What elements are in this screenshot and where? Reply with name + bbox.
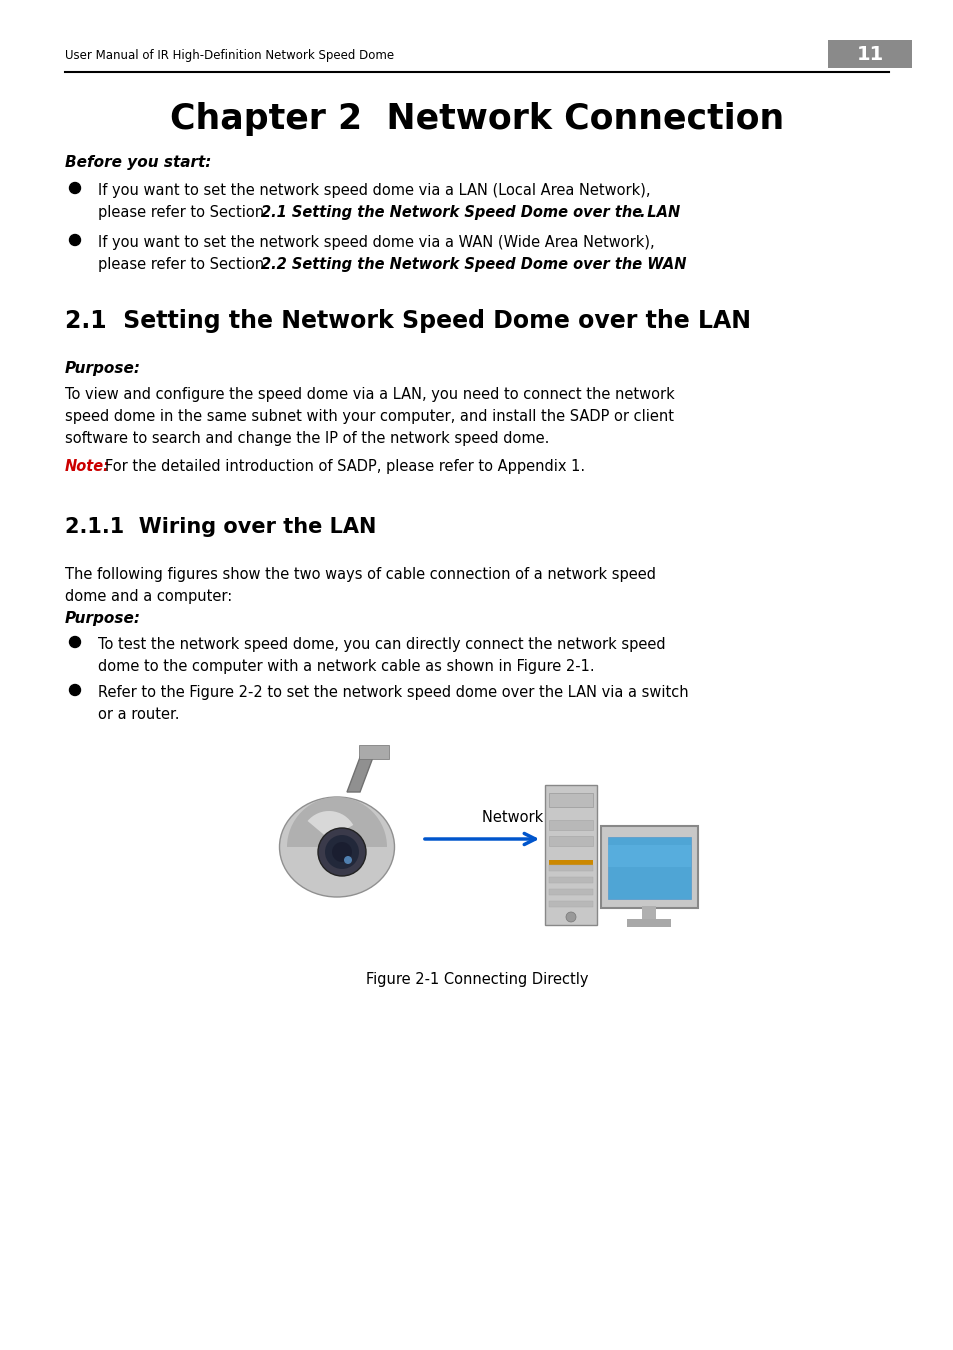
Text: .: . xyxy=(630,256,636,271)
FancyBboxPatch shape xyxy=(548,865,593,871)
FancyBboxPatch shape xyxy=(827,40,911,68)
FancyBboxPatch shape xyxy=(548,819,593,830)
FancyBboxPatch shape xyxy=(548,878,593,883)
Circle shape xyxy=(317,828,366,876)
Text: User Manual of IR High-Definition Network Speed Dome: User Manual of IR High-Definition Networ… xyxy=(65,49,394,62)
Circle shape xyxy=(344,856,352,864)
Text: .: . xyxy=(639,205,644,220)
Text: dome and a computer:: dome and a computer: xyxy=(65,589,232,603)
Text: Refer to the Figure 2-2 to set the network speed dome over the LAN via a switch: Refer to the Figure 2-2 to set the netwo… xyxy=(98,684,688,701)
FancyBboxPatch shape xyxy=(641,906,656,921)
Text: To view and configure the speed dome via a LAN, you need to connect the network: To view and configure the speed dome via… xyxy=(65,387,674,402)
Circle shape xyxy=(565,913,576,922)
Text: speed dome in the same subnet with your computer, and install the SADP or client: speed dome in the same subnet with your … xyxy=(65,409,673,424)
Text: 11: 11 xyxy=(856,45,882,63)
FancyBboxPatch shape xyxy=(358,745,389,759)
Circle shape xyxy=(325,836,358,869)
Wedge shape xyxy=(287,796,387,846)
Text: If you want to set the network speed dome via a LAN (Local Area Network),: If you want to set the network speed dom… xyxy=(98,184,650,198)
FancyBboxPatch shape xyxy=(548,890,593,895)
Text: Purpose:: Purpose: xyxy=(65,612,141,626)
Text: or a router.: or a router. xyxy=(98,707,179,722)
Text: Before you start:: Before you start: xyxy=(65,155,212,170)
Text: 2.2 Setting the Network Speed Dome over the WAN: 2.2 Setting the Network Speed Dome over … xyxy=(261,256,686,271)
FancyBboxPatch shape xyxy=(607,837,690,899)
Circle shape xyxy=(70,182,80,193)
Polygon shape xyxy=(347,752,375,792)
Circle shape xyxy=(70,235,80,246)
Circle shape xyxy=(332,842,352,863)
Text: please refer to Section: please refer to Section xyxy=(98,205,269,220)
Text: If you want to set the network speed dome via a WAN (Wide Area Network),: If you want to set the network speed dom… xyxy=(98,235,654,250)
Ellipse shape xyxy=(279,796,395,896)
Text: 2.1  Setting the Network Speed Dome over the LAN: 2.1 Setting the Network Speed Dome over … xyxy=(65,309,750,333)
FancyBboxPatch shape xyxy=(600,826,698,909)
FancyBboxPatch shape xyxy=(548,836,593,846)
Text: To test the network speed dome, you can directly connect the network speed: To test the network speed dome, you can … xyxy=(98,637,665,652)
Text: Note:: Note: xyxy=(65,459,110,474)
Circle shape xyxy=(70,684,80,695)
Wedge shape xyxy=(307,811,353,838)
FancyBboxPatch shape xyxy=(544,784,597,925)
Text: software to search and change the IP of the network speed dome.: software to search and change the IP of … xyxy=(65,431,549,446)
Text: Network Cable: Network Cable xyxy=(481,810,589,825)
Text: For the detailed introduction of SADP, please refer to Appendix 1.: For the detailed introduction of SADP, p… xyxy=(105,459,584,474)
Text: Figure 2-1 Connecting Directly: Figure 2-1 Connecting Directly xyxy=(365,972,588,987)
Circle shape xyxy=(70,636,80,648)
Text: please refer to Section: please refer to Section xyxy=(98,256,269,271)
Text: 2.1 Setting the Network Speed Dome over the LAN: 2.1 Setting the Network Speed Dome over … xyxy=(261,205,679,220)
Text: Purpose:: Purpose: xyxy=(65,360,141,377)
FancyBboxPatch shape xyxy=(627,919,671,927)
Text: The following figures show the two ways of cable connection of a network speed: The following figures show the two ways … xyxy=(65,567,656,582)
Text: dome to the computer with a network cable as shown in Figure 2-1.: dome to the computer with a network cabl… xyxy=(98,659,594,674)
FancyBboxPatch shape xyxy=(548,900,593,907)
FancyBboxPatch shape xyxy=(548,860,593,865)
FancyBboxPatch shape xyxy=(548,792,593,807)
Text: 2.1.1  Wiring over the LAN: 2.1.1 Wiring over the LAN xyxy=(65,517,376,537)
FancyBboxPatch shape xyxy=(607,845,690,867)
Text: Chapter 2  Network Connection: Chapter 2 Network Connection xyxy=(170,103,783,136)
